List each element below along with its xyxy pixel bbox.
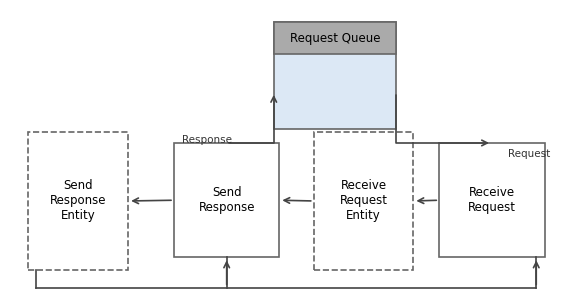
Text: Response: Response [183, 135, 233, 145]
Text: Request Queue: Request Queue [290, 32, 380, 45]
Bar [274, 22, 396, 54]
Text: Receive
Request: Receive Request [468, 186, 516, 214]
Text: Send
Response: Send Response [198, 186, 255, 214]
Bar [314, 132, 414, 270]
Bar [274, 22, 396, 129]
Bar [28, 132, 128, 270]
Bar [439, 143, 545, 258]
Text: Send
Response
Entity: Send Response Entity [50, 180, 107, 223]
Text: Request: Request [507, 149, 550, 158]
Bar [174, 143, 279, 258]
Text: Receive
Request
Entity: Receive Request Entity [340, 180, 388, 223]
